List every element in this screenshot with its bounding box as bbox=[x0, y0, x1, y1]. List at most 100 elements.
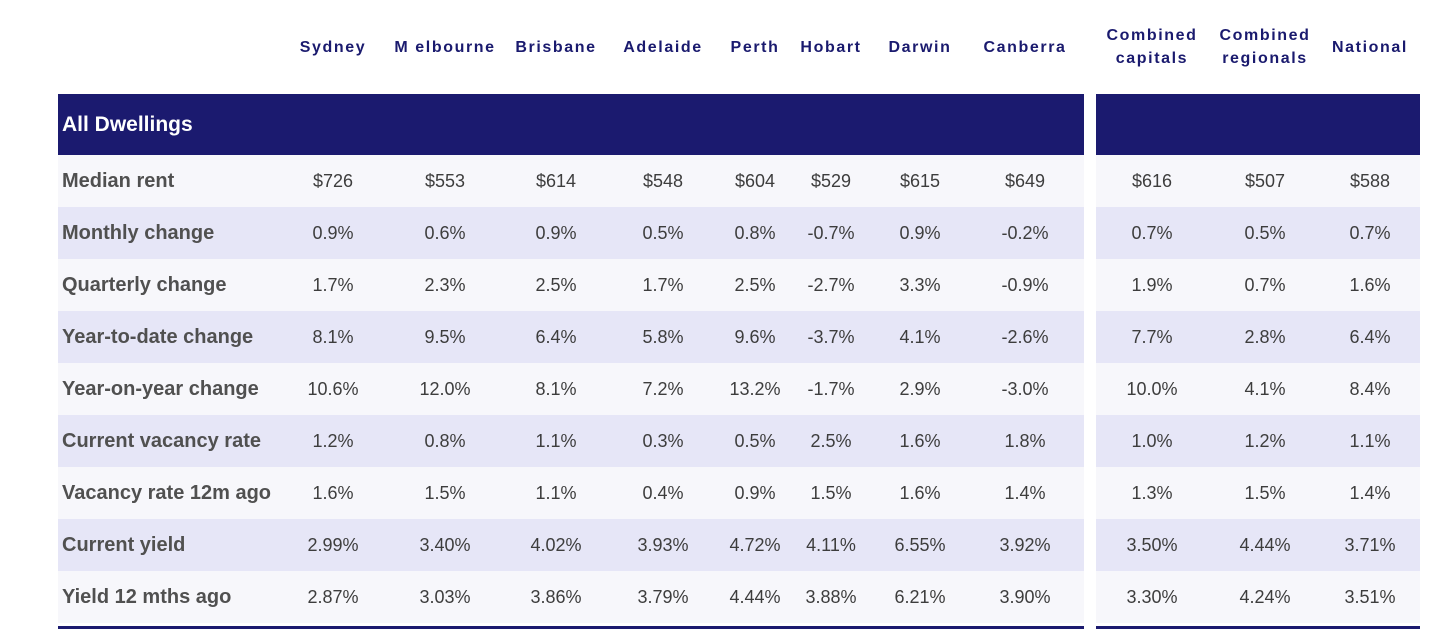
table-row-right: 3.50% 4.44% 3.71% bbox=[1096, 519, 1420, 571]
table-cell: $615 bbox=[899, 170, 941, 191]
column-header: Sydney bbox=[299, 38, 367, 56]
table-cell: 1.2% bbox=[1244, 430, 1286, 451]
table-cell: 4.44% bbox=[729, 586, 781, 607]
column-header: Adelaide bbox=[623, 38, 703, 56]
bottom-rule bbox=[58, 626, 1084, 629]
row-label: Current vacancy rate bbox=[62, 429, 261, 452]
table-cell: 1.0% bbox=[1131, 430, 1173, 451]
table-cell: $604 bbox=[734, 170, 776, 191]
table-cell: 10.6% bbox=[307, 378, 359, 399]
table-cell: 8.4% bbox=[1349, 378, 1391, 399]
table-row: Year-to-date change 8.1% 9.5% 6.4% 5.8% 9.6% -… bbox=[58, 311, 1084, 363]
table-cell: 3.40% bbox=[419, 534, 471, 555]
row-label: Year-to-date change bbox=[62, 325, 254, 348]
table-cell: 0.7% bbox=[1349, 222, 1391, 243]
table-row-right: 1.3% 1.5% 1.4% bbox=[1096, 467, 1420, 519]
table-row-right: 3.30% 4.24% 3.51% bbox=[1096, 571, 1420, 623]
table-row-right: 10.0% 4.1% 8.4% bbox=[1096, 363, 1420, 415]
column-header: Canberra bbox=[983, 38, 1067, 56]
table-cell: 2.3% bbox=[424, 274, 466, 295]
table-cell: 0.9% bbox=[734, 482, 776, 503]
table-row-right: 0.7% 0.5% 0.7% bbox=[1096, 207, 1420, 259]
table-cell: 0.9% bbox=[312, 222, 354, 243]
table-row-right: 1.9% 0.7% 1.6% bbox=[1096, 259, 1420, 311]
column-header-text: Combined regionals bbox=[1219, 27, 1311, 67]
table-row: Yield 12 mths ago 2.87% 3.03% 3.86% 3.79% 4.4… bbox=[58, 571, 1084, 623]
bottom-rule-right bbox=[1096, 626, 1420, 629]
table-cell: 6.4% bbox=[535, 326, 577, 347]
table-cell: 3.86% bbox=[530, 586, 582, 607]
table-cell: 4.11% bbox=[806, 534, 856, 555]
table-cell: 3.88% bbox=[805, 586, 857, 607]
table-cell: $553 bbox=[424, 170, 466, 191]
table-row-right: 1.0% 1.2% 1.1% bbox=[1096, 415, 1420, 467]
table-cell: 6.55% bbox=[894, 534, 946, 555]
table-cell: 0.9% bbox=[899, 222, 941, 243]
table-cell: 6.4% bbox=[1349, 326, 1391, 347]
column-header: Combined regionals bbox=[1210, 0, 1320, 94]
table-cell: 2.99% bbox=[307, 534, 359, 555]
table-cell: $548 bbox=[642, 170, 684, 191]
table-cell: 1.6% bbox=[899, 430, 941, 451]
table-cell: 1.7% bbox=[312, 274, 354, 295]
section-band: All Dwellings bbox=[58, 94, 1084, 155]
table-cell: 0.7% bbox=[1131, 222, 1173, 243]
table-cell: 1.5% bbox=[810, 482, 852, 503]
table-cell: 0.3% bbox=[642, 430, 684, 451]
table-cell: 8.1% bbox=[535, 378, 577, 399]
table-cell: 3.03% bbox=[419, 586, 471, 607]
table-cell: $529 bbox=[810, 170, 852, 191]
table-row: Vacancy rate 12m ago 1.6% 1.5% 1.1% 0.4% 0.9%… bbox=[58, 467, 1084, 519]
table-cell: 1.3% bbox=[1131, 482, 1173, 503]
table-cell: 7.7% bbox=[1131, 326, 1173, 347]
table-cell: 4.02% bbox=[530, 534, 582, 555]
table-cell: 0.9% bbox=[535, 222, 577, 243]
table-cell: 13.2% bbox=[729, 378, 781, 399]
table-cell: 10.0% bbox=[1126, 378, 1178, 399]
table-cell: 3.92% bbox=[999, 534, 1051, 555]
table-cell: 1.6% bbox=[312, 482, 354, 503]
table-cell: 2.5% bbox=[810, 430, 852, 451]
table-cell: 1.5% bbox=[424, 482, 466, 503]
table-cell: 2.5% bbox=[734, 274, 776, 295]
column-header: Combined capitals bbox=[1097, 0, 1207, 94]
table-cell: 0.4% bbox=[642, 482, 684, 503]
table-cell: 1.8% bbox=[1004, 430, 1046, 451]
table-cell: 3.51% bbox=[1344, 586, 1396, 607]
table-cell: 1.1% bbox=[535, 430, 577, 451]
table-cell: 1.4% bbox=[1349, 482, 1391, 503]
table-row: Monthly change 0.9% 0.6% 0.9% 0.5% 0.8% -0.7% 0… bbox=[58, 207, 1084, 259]
table-cell: 1.9% bbox=[1131, 274, 1173, 295]
table-row: Median rent $726 $553 $614 $548 $604 $529 $615 $… bbox=[58, 155, 1084, 207]
table-cell: 2.5% bbox=[535, 274, 577, 295]
table-cell: 3.50% bbox=[1126, 534, 1178, 555]
section-title: All Dwellings bbox=[62, 112, 193, 136]
row-label: Monthly change bbox=[62, 221, 215, 244]
table-cell: 3.93% bbox=[637, 534, 689, 555]
row-label: Median rent bbox=[62, 169, 175, 192]
row-label: Yield 12 mths ago bbox=[62, 585, 232, 608]
column-header: Perth bbox=[730, 38, 780, 56]
table-cell: 0.8% bbox=[734, 222, 776, 243]
table-cell: $649 bbox=[1004, 170, 1046, 191]
table-cell: 3.3% bbox=[899, 274, 941, 295]
table-cell: -3.0% bbox=[1001, 378, 1049, 399]
table-cell: 9.5% bbox=[424, 326, 466, 347]
table-row-right: $616 $507 $588 bbox=[1096, 155, 1420, 207]
table-cell: -2.6% bbox=[1001, 326, 1049, 347]
table-cell: 7.2% bbox=[642, 378, 684, 399]
table-cell: 1.6% bbox=[1349, 274, 1391, 295]
table-cell: $726 bbox=[312, 170, 354, 191]
column-header: M elbourne bbox=[394, 38, 496, 56]
table-cell: -2.7% bbox=[807, 274, 855, 295]
table-row-right: 7.7% 2.8% 6.4% bbox=[1096, 311, 1420, 363]
column-header: National bbox=[1332, 38, 1408, 56]
table-cell: 8.1% bbox=[312, 326, 354, 347]
table-cell: 2.8% bbox=[1244, 326, 1286, 347]
table-row: Current yield 2.99% 3.40% 4.02% 3.93% 4.72% 4.… bbox=[58, 519, 1084, 571]
table-cell: 4.44% bbox=[1239, 534, 1291, 555]
table-cell: 4.24% bbox=[1239, 586, 1291, 607]
table-cell: 3.30% bbox=[1126, 586, 1178, 607]
table-cell: 2.87% bbox=[307, 586, 359, 607]
table-cell: 0.8% bbox=[424, 430, 466, 451]
